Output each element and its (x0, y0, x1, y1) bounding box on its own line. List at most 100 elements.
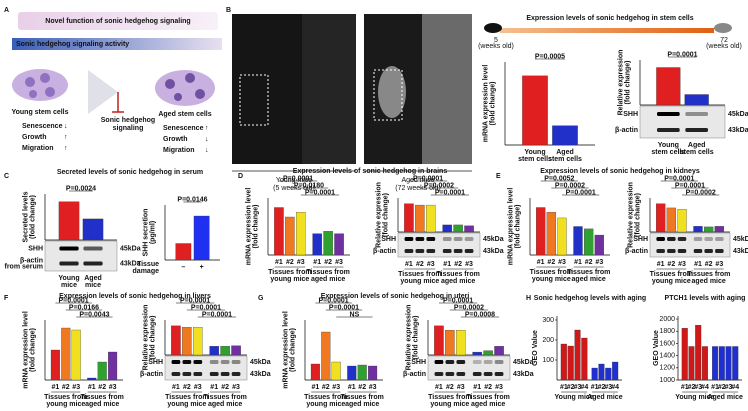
bar (684, 94, 709, 106)
bar (681, 328, 688, 381)
y-axis-title: GEO Value (653, 330, 660, 366)
blot-size: 45kDa (250, 359, 271, 366)
a-arrow: ↓ (64, 123, 68, 130)
x-tick-label: #3 (232, 384, 240, 391)
band (442, 249, 452, 253)
blot-label: SHH (633, 236, 648, 243)
a-gradient: Sonic hedgehog signaling activity (16, 41, 129, 48)
chart-title: Secreted levels of sonic hedgehog in ser… (57, 169, 203, 176)
a-arrow: ↓ (205, 136, 209, 143)
y-axis-title: (fold change) (634, 193, 641, 237)
a-title: Novel function of sonic hedgehog signali… (45, 18, 190, 25)
blot (164, 355, 248, 381)
x-tick-label: #1 (711, 384, 719, 391)
band (182, 372, 192, 376)
bar (594, 234, 604, 256)
p-value: P=0.0052 (544, 175, 574, 182)
band (171, 372, 181, 376)
group-label: Tissues from (203, 394, 246, 401)
a-effect: Growth (163, 136, 188, 143)
p-value: P=0.0166 (69, 304, 99, 311)
bar (712, 346, 719, 381)
young-cells (12, 69, 68, 101)
x-tick-label: stem cells (680, 149, 714, 156)
group-label: young mice (46, 401, 85, 408)
y-axis-label: GEO Value (653, 330, 660, 366)
panel-label: G (258, 295, 264, 302)
group-label: Tissues from (650, 271, 693, 278)
x-tick-label: #1 (312, 384, 320, 391)
bar (536, 207, 546, 256)
group-label: young mice (306, 401, 345, 408)
x-tick-label: #1 (52, 384, 60, 391)
group-label: Tissues from (340, 394, 383, 401)
bar (182, 327, 192, 356)
blot-size: 45kDa (728, 111, 748, 118)
band (193, 372, 203, 376)
p-value: P=0.0001 (664, 175, 694, 182)
blot-size: 43kDa (120, 260, 141, 267)
chart-title: Sonic hedgehog levels with aging (534, 295, 646, 302)
p-value: P=0.0001 (566, 189, 596, 196)
bar (193, 215, 210, 261)
x-tick-label: #2 (183, 384, 191, 391)
bar (612, 361, 619, 381)
photo-young-zoom (302, 14, 356, 164)
group-label: aged mice (345, 401, 379, 408)
x-tick-label: #1 (88, 384, 96, 391)
blot-size: 43kDa (513, 371, 534, 378)
group-label: aged mice (311, 276, 345, 283)
band (426, 237, 436, 241)
x-tick-label: #3 (495, 384, 503, 391)
blot-size: 43kDa (733, 248, 748, 255)
bar (97, 361, 107, 381)
band (472, 360, 482, 364)
group-label: Tissues from (306, 269, 349, 276)
p-value: P=0.0002 (555, 182, 585, 189)
x-tick-label: #1 (210, 384, 218, 391)
bar (285, 216, 295, 256)
p-value: P=0.0002 (686, 189, 716, 196)
p-value: P=0.0001 (191, 304, 221, 311)
y-axis-label: mRNA expression level (fold change) (482, 65, 496, 143)
p-value: P=0.0001 (283, 175, 313, 182)
x-tick-label: #2 (221, 384, 229, 391)
blot (639, 105, 726, 139)
bar (368, 365, 378, 381)
x-tick-label: stem cells (651, 149, 685, 156)
bar (598, 363, 605, 381)
x-tick-label: #2 (667, 261, 675, 268)
x-tick-label: #3 (574, 384, 582, 391)
y-tick-label: 1000 (659, 377, 675, 384)
band (83, 246, 103, 251)
band (415, 249, 425, 253)
mouse-icon (484, 23, 502, 33)
band (453, 237, 463, 241)
y-tick-label: 1400 (659, 352, 675, 359)
band (434, 360, 444, 364)
band (83, 261, 103, 266)
a-young: Young stem cells (11, 109, 68, 116)
x-tick-label: #1 (473, 384, 481, 391)
x-tick-label: – (181, 264, 185, 271)
band (220, 372, 230, 376)
x-tick-label: #4 (731, 384, 739, 391)
y-axis-label: GEO Value (532, 330, 539, 366)
a-effect: Senescence (22, 123, 63, 130)
bar (677, 209, 687, 233)
band (404, 237, 414, 241)
blot-size: 45kDa (120, 245, 141, 252)
band (209, 360, 219, 364)
x-tick-label: #3 (427, 261, 435, 268)
group-label: Tissues from (567, 269, 610, 276)
x-tick-label: #1 (313, 259, 321, 266)
bar (71, 329, 81, 381)
x-tick-label: #1 (681, 384, 689, 391)
bar (175, 243, 192, 261)
band (231, 360, 241, 364)
x-tick-label: Aged (688, 142, 706, 149)
bar (560, 343, 567, 381)
bar (58, 201, 80, 241)
x-tick-label: #2 (718, 384, 726, 391)
group-label: young mice (167, 401, 206, 408)
